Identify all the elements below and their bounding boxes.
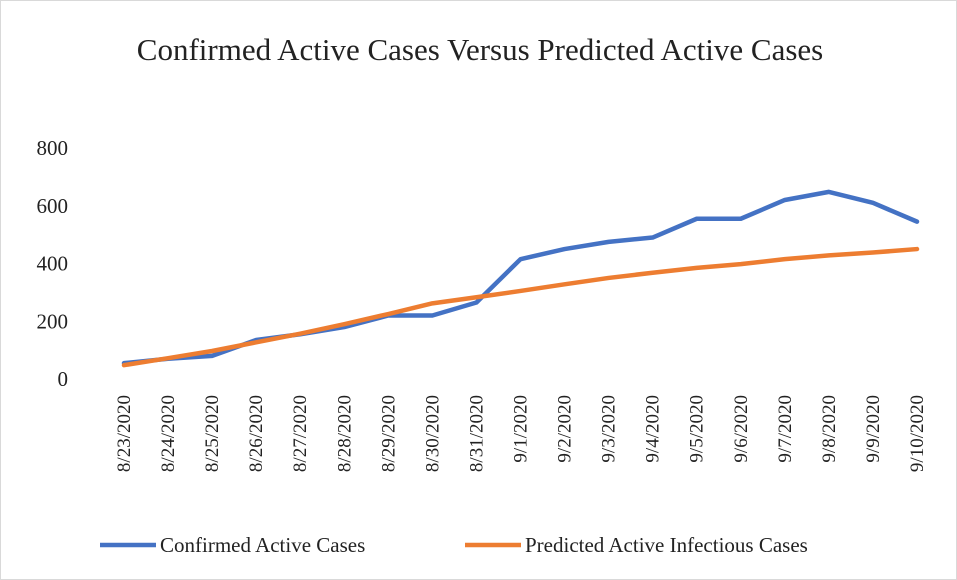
x-tick-label: 9/4/2020 (643, 395, 664, 463)
series-line (121, 189, 920, 366)
y-tick-label: 0 (58, 367, 69, 391)
x-tick-label: 9/1/2020 (511, 395, 532, 463)
x-tick-label: 9/10/2020 (907, 395, 928, 472)
x-tick-label: 8/27/2020 (290, 395, 311, 472)
y-tick-label: 800 (37, 136, 69, 160)
legend-label: Predicted Active Infectious Cases (525, 533, 808, 557)
y-tick-label: 200 (37, 309, 69, 333)
x-tick-label: 8/26/2020 (246, 395, 267, 472)
x-tick-label: 8/25/2020 (202, 395, 223, 472)
x-tick-label: 8/31/2020 (466, 395, 487, 472)
x-tick-label: 9/7/2020 (775, 395, 796, 463)
x-tick-label: 8/29/2020 (378, 395, 399, 472)
chart-title: Confirmed Active Cases Versus Predicted … (136, 32, 824, 67)
y-tick-label: 600 (37, 194, 69, 218)
x-tick-label: 9/3/2020 (599, 395, 620, 463)
x-tick-label: 8/30/2020 (422, 395, 443, 472)
legend-label: Confirmed Active Cases (160, 533, 365, 557)
x-tick-label: 9/5/2020 (687, 395, 708, 463)
y-tick-label: 400 (37, 252, 69, 276)
x-tick-label: 9/9/2020 (863, 395, 884, 463)
x-tick-label: 8/24/2020 (158, 395, 179, 472)
x-tick-label: 9/6/2020 (731, 395, 752, 463)
x-tick-label: 8/28/2020 (334, 395, 355, 472)
x-tick-label: 9/2/2020 (555, 395, 576, 463)
x-tick-label: 9/8/2020 (819, 395, 840, 463)
series-line (121, 246, 920, 368)
x-tick-label: 8/23/2020 (114, 395, 135, 472)
